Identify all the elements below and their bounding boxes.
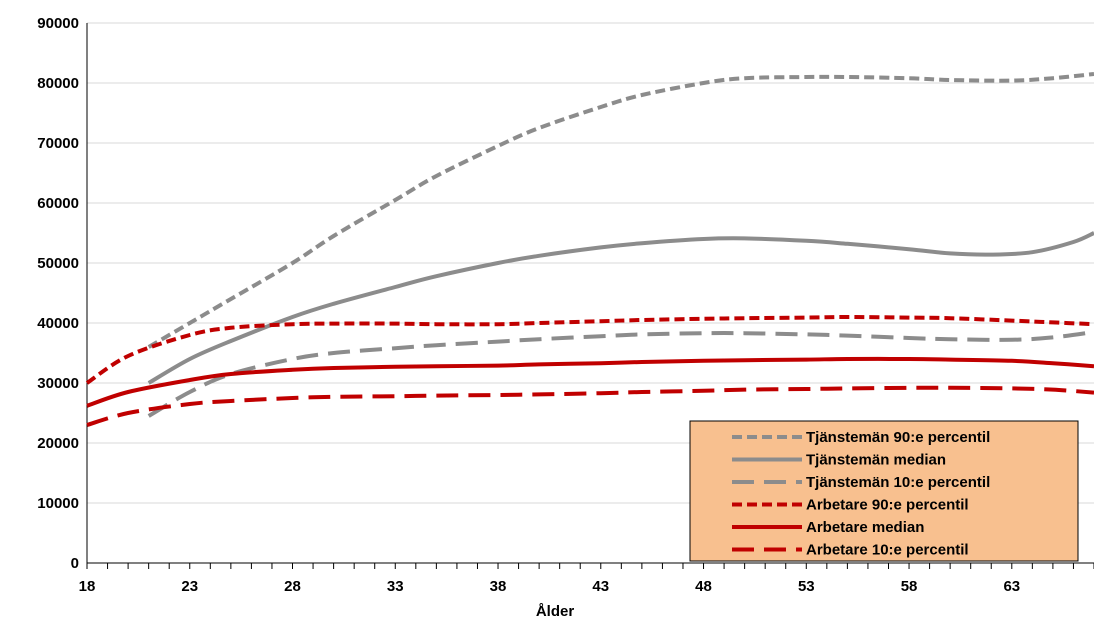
y-tick-label: 30000 [37,375,79,392]
legend: Tjänstemän 90:e percentil Tjänstemän medi… [689,420,1079,562]
legend-box [689,420,1079,562]
axes: 0 10000 20000 30000 40000 50000 60000 70000 8000… [37,15,1094,595]
x-tick-label: 43 [592,578,609,595]
x-tick-label: 28 [284,578,301,595]
x-tick-label: 58 [901,578,918,595]
y-tick-label: 20000 [37,435,79,452]
y-tick-label: 50000 [37,255,79,272]
legend-label-3: Arbetare 90:e percentil [806,497,969,514]
series-line-3 [85,314,1094,385]
y-tick-label: 90000 [37,15,79,32]
y-tick-label: 60000 [37,195,79,212]
series-line-1 [147,231,1094,385]
y-tick-label: 0 [71,555,79,572]
y-tick-label: 70000 [37,135,79,152]
legend-label-5: Arbetare 10:e percentil [806,542,969,559]
legend-label-2: Tjänstemän 10:e percentil [806,474,990,491]
y-tick-label: 40000 [37,315,79,332]
x-tick-label: 48 [695,578,712,595]
x-tick-label: 53 [798,578,815,595]
gridlines [87,22,1094,504]
x-axis-title: Ålder [536,603,575,620]
series-line-4 [86,356,1094,408]
series-line-2 [147,330,1094,418]
series-lines [85,72,1094,427]
legend-label-0: Tjänstemän 90:e percentil [806,429,990,446]
x-tick-label: 23 [181,578,198,595]
y-tick-label: 10000 [37,495,79,512]
legend-label-1: Tjänstemän median [806,452,946,469]
x-tick-label: 38 [490,578,507,595]
legend-label-4: Arbetare median [806,519,924,536]
series-line-0 [147,72,1094,349]
series-line-5 [86,385,1094,427]
x-tick-label: 33 [387,578,404,595]
x-tick-label: 63 [1003,578,1020,595]
x-tick-label: 18 [79,578,96,595]
y-tick-label: 80000 [37,75,79,92]
